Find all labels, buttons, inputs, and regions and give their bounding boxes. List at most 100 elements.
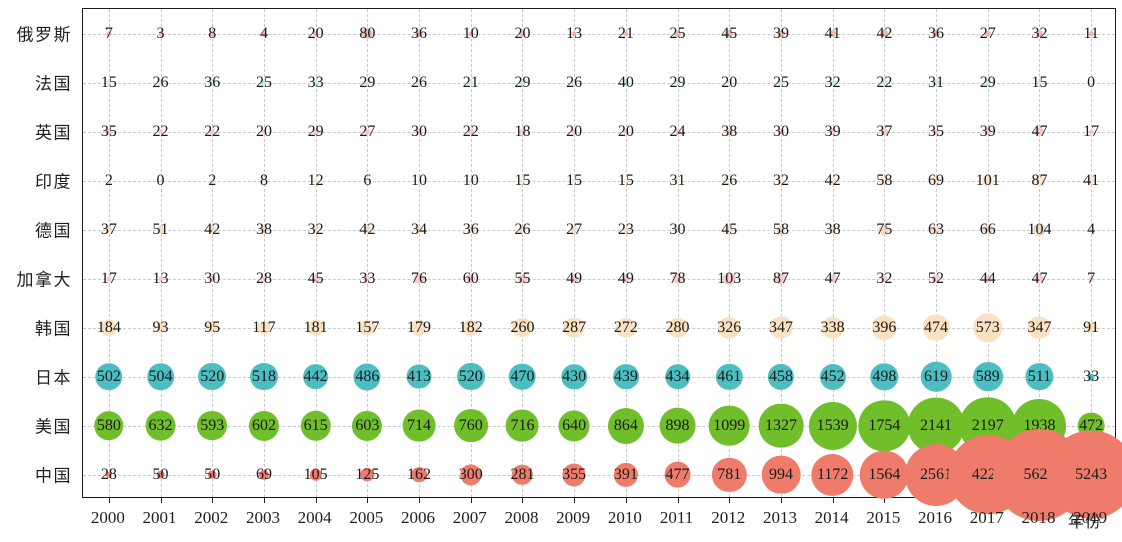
- bubble-marker: [300, 410, 331, 441]
- bubble-cell: 39: [825, 123, 841, 140]
- bubble-cell: 20: [721, 74, 737, 91]
- bubble-value-label: 474: [924, 318, 949, 336]
- bubble-cell: 716: [506, 409, 539, 442]
- bubble-value-label: 69: [255, 465, 272, 483]
- x-axis-label: 2009: [556, 508, 591, 527]
- bubble-cell: 4: [260, 25, 268, 42]
- bubble-value-label: 396: [872, 318, 897, 336]
- bubble-cell: 26: [153, 74, 169, 91]
- bubble-marker: [1088, 31, 1094, 36]
- bubble-marker: [312, 30, 319, 37]
- bubble-marker: [209, 31, 215, 36]
- bubble-marker: [674, 128, 681, 135]
- bubble-value-label: 10: [462, 24, 479, 42]
- plot-area: 7 3 8 4 20 80 36 10 20 13 21 25 45 39 41 42 36 27 32 11 15 26…: [82, 8, 1122, 521]
- bubble-marker: [313, 178, 319, 183]
- bubble-value-label: 13: [152, 269, 169, 287]
- bubble-marker: [659, 407, 696, 444]
- x-axis-label: 2011: [659, 508, 694, 527]
- bubble-marker: [453, 408, 488, 443]
- bubble-marker: [880, 29, 889, 38]
- bubble-cell: 17: [101, 270, 117, 287]
- bubble-cell: 8: [260, 172, 268, 189]
- bubble-marker: [612, 363, 639, 390]
- bubble-value-label: 18: [514, 122, 531, 140]
- bubble-value-label: 434: [665, 367, 690, 385]
- bubble-cell: 45: [308, 270, 324, 287]
- bubble-cell: 15: [1031, 74, 1047, 91]
- bubble-marker: [413, 273, 425, 284]
- bubble-cell: 20: [256, 123, 272, 140]
- bubble-cell: 179: [407, 319, 431, 336]
- bubble-marker: [725, 29, 734, 38]
- grid-line-horizontal: [83, 474, 1115, 476]
- bubble-marker: [411, 466, 427, 483]
- bubble-cell: 25: [773, 74, 789, 91]
- bubble-cell: 442: [302, 363, 329, 390]
- bubble-cell: 50: [204, 466, 220, 483]
- bubble-marker: [106, 31, 112, 36]
- bubble-cell: 29: [670, 74, 686, 91]
- bubble-value-label: 30: [204, 269, 221, 287]
- bubble-marker: [1035, 30, 1043, 37]
- bubble-marker: [1088, 227, 1094, 232]
- bubble-cell: 93: [153, 319, 169, 336]
- bubble-cell: 7: [1087, 270, 1095, 287]
- bubble-value-label: 75: [876, 220, 893, 238]
- bubble-value-label: 898: [665, 416, 690, 434]
- bubble-cell: 347: [769, 316, 793, 339]
- bubble-marker: [571, 79, 578, 86]
- bubble-value-label: 32: [876, 269, 893, 287]
- bubble-value-label: 260: [510, 318, 535, 336]
- x-axis-tick: [677, 497, 679, 503]
- bubble-marker: [776, 224, 786, 235]
- bubble-cell: 49: [566, 270, 582, 287]
- grid-line-vertical: [212, 9, 214, 497]
- bubble-cell: 44: [980, 270, 996, 287]
- bubble-cell: 20: [618, 123, 634, 140]
- bubble-value-label: 10: [411, 171, 428, 189]
- bubble-cell: 1172: [811, 453, 854, 496]
- bubble-value-label: 8: [208, 24, 217, 42]
- bubble-marker: [309, 468, 322, 481]
- bubble-cell: 28: [101, 466, 117, 483]
- x-axis-tick: [522, 497, 524, 503]
- bubble-marker: [777, 79, 784, 86]
- bubble-value-label: 101: [975, 171, 1000, 189]
- bubble-marker: [569, 274, 579, 283]
- bubble-cell: 117: [252, 319, 275, 336]
- bubble-marker: [312, 226, 320, 233]
- bubble-marker: [359, 319, 376, 336]
- bubble-value-label: 452: [820, 367, 845, 385]
- bubble-marker: [311, 274, 320, 283]
- bubble-cell: 15: [566, 172, 582, 189]
- bubble-marker: [879, 175, 890, 186]
- bubble-cell: 2: [208, 172, 216, 189]
- bubble-cell: 39: [773, 25, 789, 42]
- bubble-value-label: 347: [1027, 318, 1052, 336]
- bubble-value-label: 63: [928, 220, 945, 238]
- bubble-value-label: 781: [717, 465, 742, 483]
- bubble-cell: 300: [459, 463, 483, 486]
- y-axis-label: 加拿大: [16, 270, 72, 289]
- bubble-cell: 21: [618, 25, 634, 42]
- bubble-value-label: 35: [100, 122, 117, 140]
- x-axis-label: 2006: [401, 508, 436, 527]
- bubble-cell: 0: [1087, 74, 1095, 91]
- x-axis-tick: [315, 497, 317, 503]
- bubble-cell: 105: [304, 466, 328, 483]
- bubble-marker: [667, 317, 688, 338]
- bubble-cell: 27: [359, 123, 375, 140]
- bubble-marker: [621, 78, 630, 87]
- bubble-marker: [1033, 223, 1046, 236]
- bubble-value-label: 1327: [764, 416, 797, 434]
- bubble-marker: [973, 312, 1003, 343]
- grid-line-vertical: [729, 9, 731, 497]
- bubble-value-label: 32: [824, 73, 841, 91]
- bubble-cell: 157: [355, 319, 379, 336]
- bubble-marker: [106, 80, 112, 85]
- bubble-cell: 864: [607, 407, 644, 444]
- bubble-marker: [931, 224, 941, 235]
- bubble-cell: 41: [1083, 172, 1099, 189]
- bubble-cell: 714: [402, 409, 436, 442]
